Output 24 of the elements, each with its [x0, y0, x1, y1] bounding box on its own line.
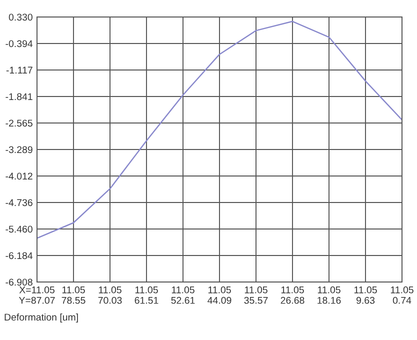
line-series — [37, 20, 402, 239]
y-tick-label: -2.565 — [6, 120, 32, 127]
x-tick-label: 11.05 26.68 — [280, 286, 304, 304]
x-tick-label: 11.05 78.55 — [62, 286, 86, 304]
y-tick-label: -1.117 — [6, 66, 32, 74]
x-tick-label: 11.05 70.03 — [98, 286, 122, 304]
x-tick-label: 11.05 9.63 — [354, 286, 377, 304]
y-tick-label: -4.736 — [6, 199, 32, 206]
y-tick-label: -3.289 — [6, 146, 32, 154]
x-tick-label: 11.05 35.57 — [244, 286, 268, 304]
text: Deformation [um] — [4, 313, 78, 323]
x-tick-label: 11.05 18.16 — [318, 286, 341, 304]
y-tick-label: -0.394 — [6, 40, 33, 48]
x-tick-label: 11.05 0.74 — [390, 286, 414, 304]
y-tick-label: -4.012 — [6, 172, 32, 180]
y-tick-label: -1.841 — [6, 93, 32, 100]
x-tick-label: X=11.05 Y=87.07 — [18, 286, 55, 304]
y-tick-label: 0.330 — [8, 14, 32, 21]
y-tick-label: -6.908 — [6, 278, 32, 286]
x-tick-label: 11.05 52.61 — [171, 286, 195, 304]
y-tick-label: -6.184 — [6, 252, 33, 260]
y-tick-label: -5.460 — [6, 226, 32, 233]
x-tick-label: 11.05 61.51 — [134, 286, 158, 304]
x-tick-label: 11.05 44.09 — [208, 286, 232, 304]
